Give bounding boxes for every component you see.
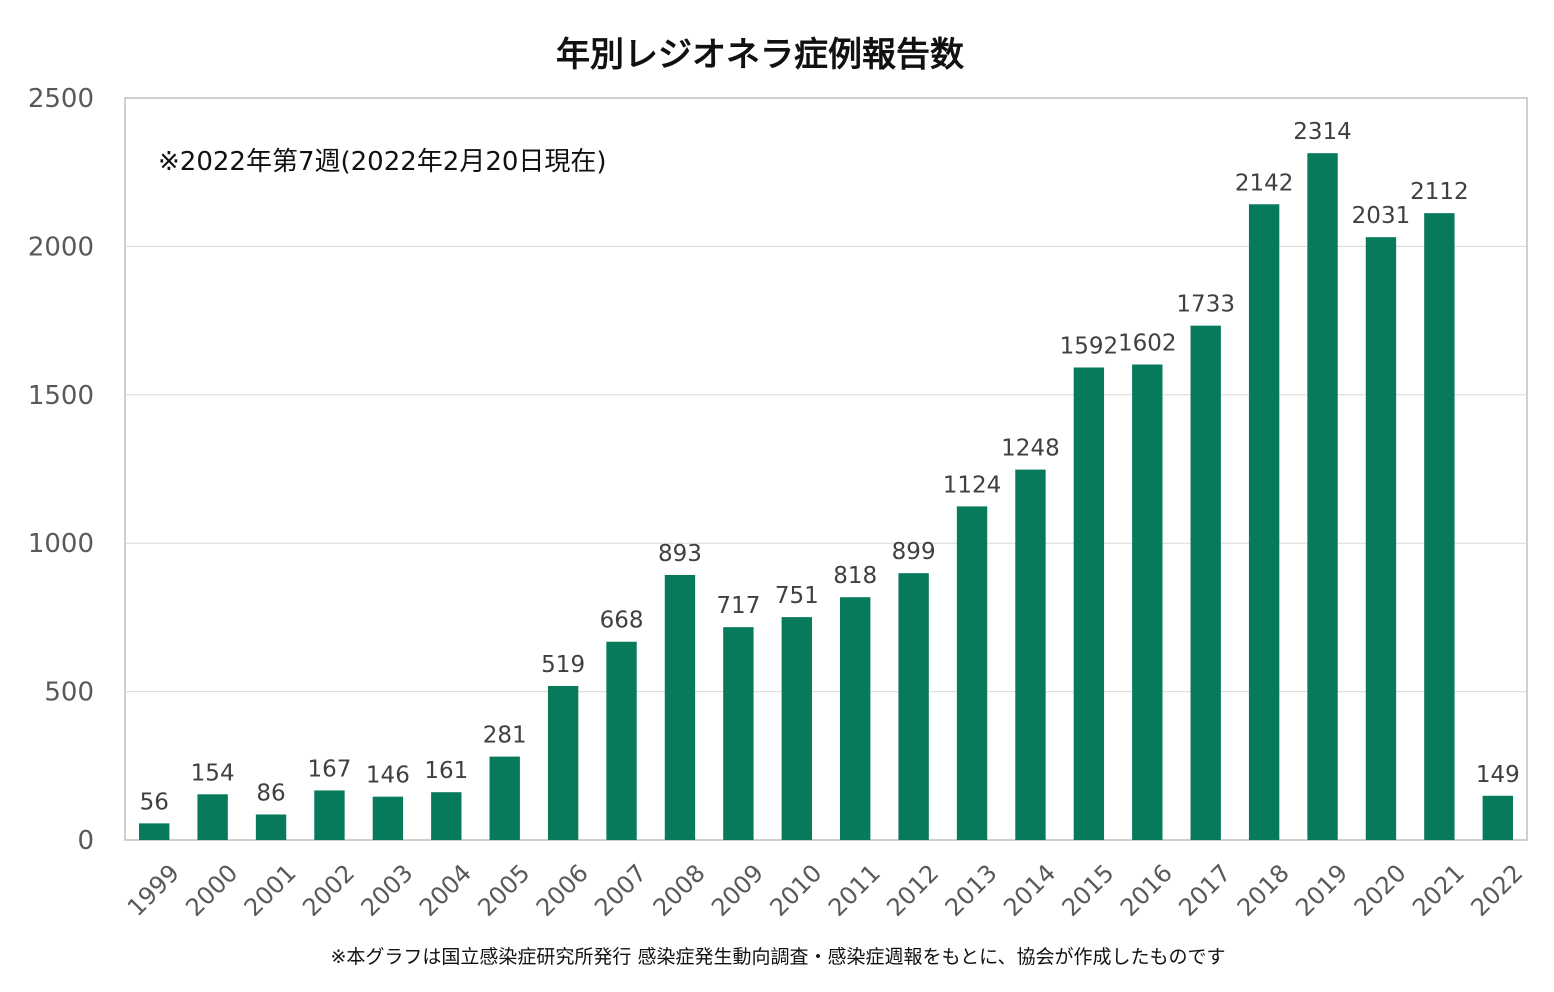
x-tick-label-2020: 2020 xyxy=(1349,859,1412,922)
bar-2008 xyxy=(664,574,696,840)
bar-2017 xyxy=(1190,325,1221,840)
bar-2014 xyxy=(1015,469,1046,840)
chart-title: 年別レジオネラ症例報告数 xyxy=(556,35,964,75)
bar-2013 xyxy=(956,506,988,840)
data-label-1999: 56 xyxy=(140,789,169,815)
x-tick-label-2017: 2017 xyxy=(1173,859,1236,922)
data-label-2001: 86 xyxy=(256,780,285,806)
bar-2015 xyxy=(1073,367,1105,840)
data-label-2011: 818 xyxy=(833,563,877,589)
x-tick-label-2006: 2006 xyxy=(531,859,594,922)
x-tick-label-2002: 2002 xyxy=(297,859,360,922)
data-label-2016: 1602 xyxy=(1118,331,1177,357)
bar-2022 xyxy=(1482,795,1513,840)
bar-2020 xyxy=(1365,237,1397,840)
y-tick-label: 2000 xyxy=(28,232,94,262)
x-tick-label-2021: 2021 xyxy=(1407,859,1470,922)
bar-2010 xyxy=(781,617,812,840)
chart-annotation: ※2022年第7週(2022年2月20日現在) xyxy=(158,147,607,177)
bar-2003 xyxy=(372,796,404,840)
plot-area-frame xyxy=(124,97,1528,841)
chart-footnote: ※本グラフは国立感染症研究所発行 感染症発生動向調査・感染症週報をもとに、協会が… xyxy=(330,946,1225,968)
bar-2005 xyxy=(489,756,520,840)
data-label-2022: 149 xyxy=(1476,762,1520,788)
bar-2000 xyxy=(197,794,228,840)
data-label-2002: 167 xyxy=(308,756,352,782)
data-label-2010: 751 xyxy=(775,583,819,609)
x-tick-label-2003: 2003 xyxy=(356,859,419,922)
data-label-2012: 899 xyxy=(892,539,936,565)
x-tick-label-2000: 2000 xyxy=(180,859,243,922)
x-tick-label-2014: 2014 xyxy=(998,859,1061,922)
x-tick-label-2007: 2007 xyxy=(589,859,652,922)
y-tick-label: 1000 xyxy=(28,529,94,559)
data-label-2000: 154 xyxy=(191,760,235,786)
y-tick-label: 0 xyxy=(77,826,94,856)
x-tick-label-2012: 2012 xyxy=(881,859,944,922)
bars xyxy=(139,153,1513,841)
bar-2019 xyxy=(1307,153,1338,840)
bar-2016 xyxy=(1132,364,1163,840)
x-tick-label-2022: 2022 xyxy=(1465,859,1528,922)
y-tick-label: 500 xyxy=(44,678,94,708)
x-tick-label-2015: 2015 xyxy=(1057,859,1120,922)
bar-2007 xyxy=(606,641,637,840)
bar-1999 xyxy=(139,823,170,840)
bar-2012 xyxy=(898,573,929,840)
bar-2001 xyxy=(255,814,287,840)
bar-2009 xyxy=(723,627,754,840)
x-tick-label-2018: 2018 xyxy=(1232,859,1295,922)
y-axis-ticks: 0 500 1000 1500 2000 2500 xyxy=(28,84,94,856)
x-tick-label-2001: 2001 xyxy=(239,859,302,922)
y-tick-label: 2500 xyxy=(28,84,94,114)
x-tick-label-2008: 2008 xyxy=(648,859,711,922)
data-label-2018: 2142 xyxy=(1235,170,1294,196)
data-label-2008: 893 xyxy=(658,541,702,567)
data-label-2021: 2112 xyxy=(1410,179,1469,205)
data-label-2019: 2314 xyxy=(1293,119,1352,145)
data-label-2020: 2031 xyxy=(1352,203,1411,229)
y-tick-label: 1500 xyxy=(28,381,94,411)
data-label-2003: 146 xyxy=(366,763,410,789)
data-label-2015: 1592 xyxy=(1060,333,1119,359)
bar-2021 xyxy=(1424,213,1455,841)
bar-2018 xyxy=(1248,204,1280,840)
x-tick-label-2013: 2013 xyxy=(940,859,1003,922)
bar-2006 xyxy=(547,685,579,840)
data-label-2007: 668 xyxy=(600,608,644,634)
bar-2002 xyxy=(314,790,345,840)
data-label-2009: 717 xyxy=(716,593,760,619)
gridlines xyxy=(125,245,1527,693)
x-tick-label-1999: 1999 xyxy=(122,859,185,922)
x-tick-label-2011: 2011 xyxy=(823,859,886,922)
x-tick-label-2010: 2010 xyxy=(764,859,827,922)
data-label-2006: 519 xyxy=(541,652,585,678)
data-label-2013: 1124 xyxy=(943,472,1002,498)
data-label-2017: 1733 xyxy=(1176,292,1235,318)
x-tick-label-2004: 2004 xyxy=(414,859,477,922)
data-label-2014: 1248 xyxy=(1001,436,1060,462)
x-tick-label-2005: 2005 xyxy=(472,859,535,922)
x-tick-label-2016: 2016 xyxy=(1115,859,1178,922)
x-tick-label-2009: 2009 xyxy=(706,859,769,922)
data-labels: 56 154 86 167 146 161 281 519 668 893 717 751 818 899… xyxy=(140,119,1520,815)
data-label-2004: 161 xyxy=(424,758,468,784)
data-label-2005: 281 xyxy=(483,723,527,749)
x-tick-label-2019: 2019 xyxy=(1290,859,1353,922)
bar-2011 xyxy=(840,597,871,840)
x-axis-ticks: 1999200020012002200320042005200620072008… xyxy=(122,859,1529,922)
bar-2004 xyxy=(431,792,462,840)
